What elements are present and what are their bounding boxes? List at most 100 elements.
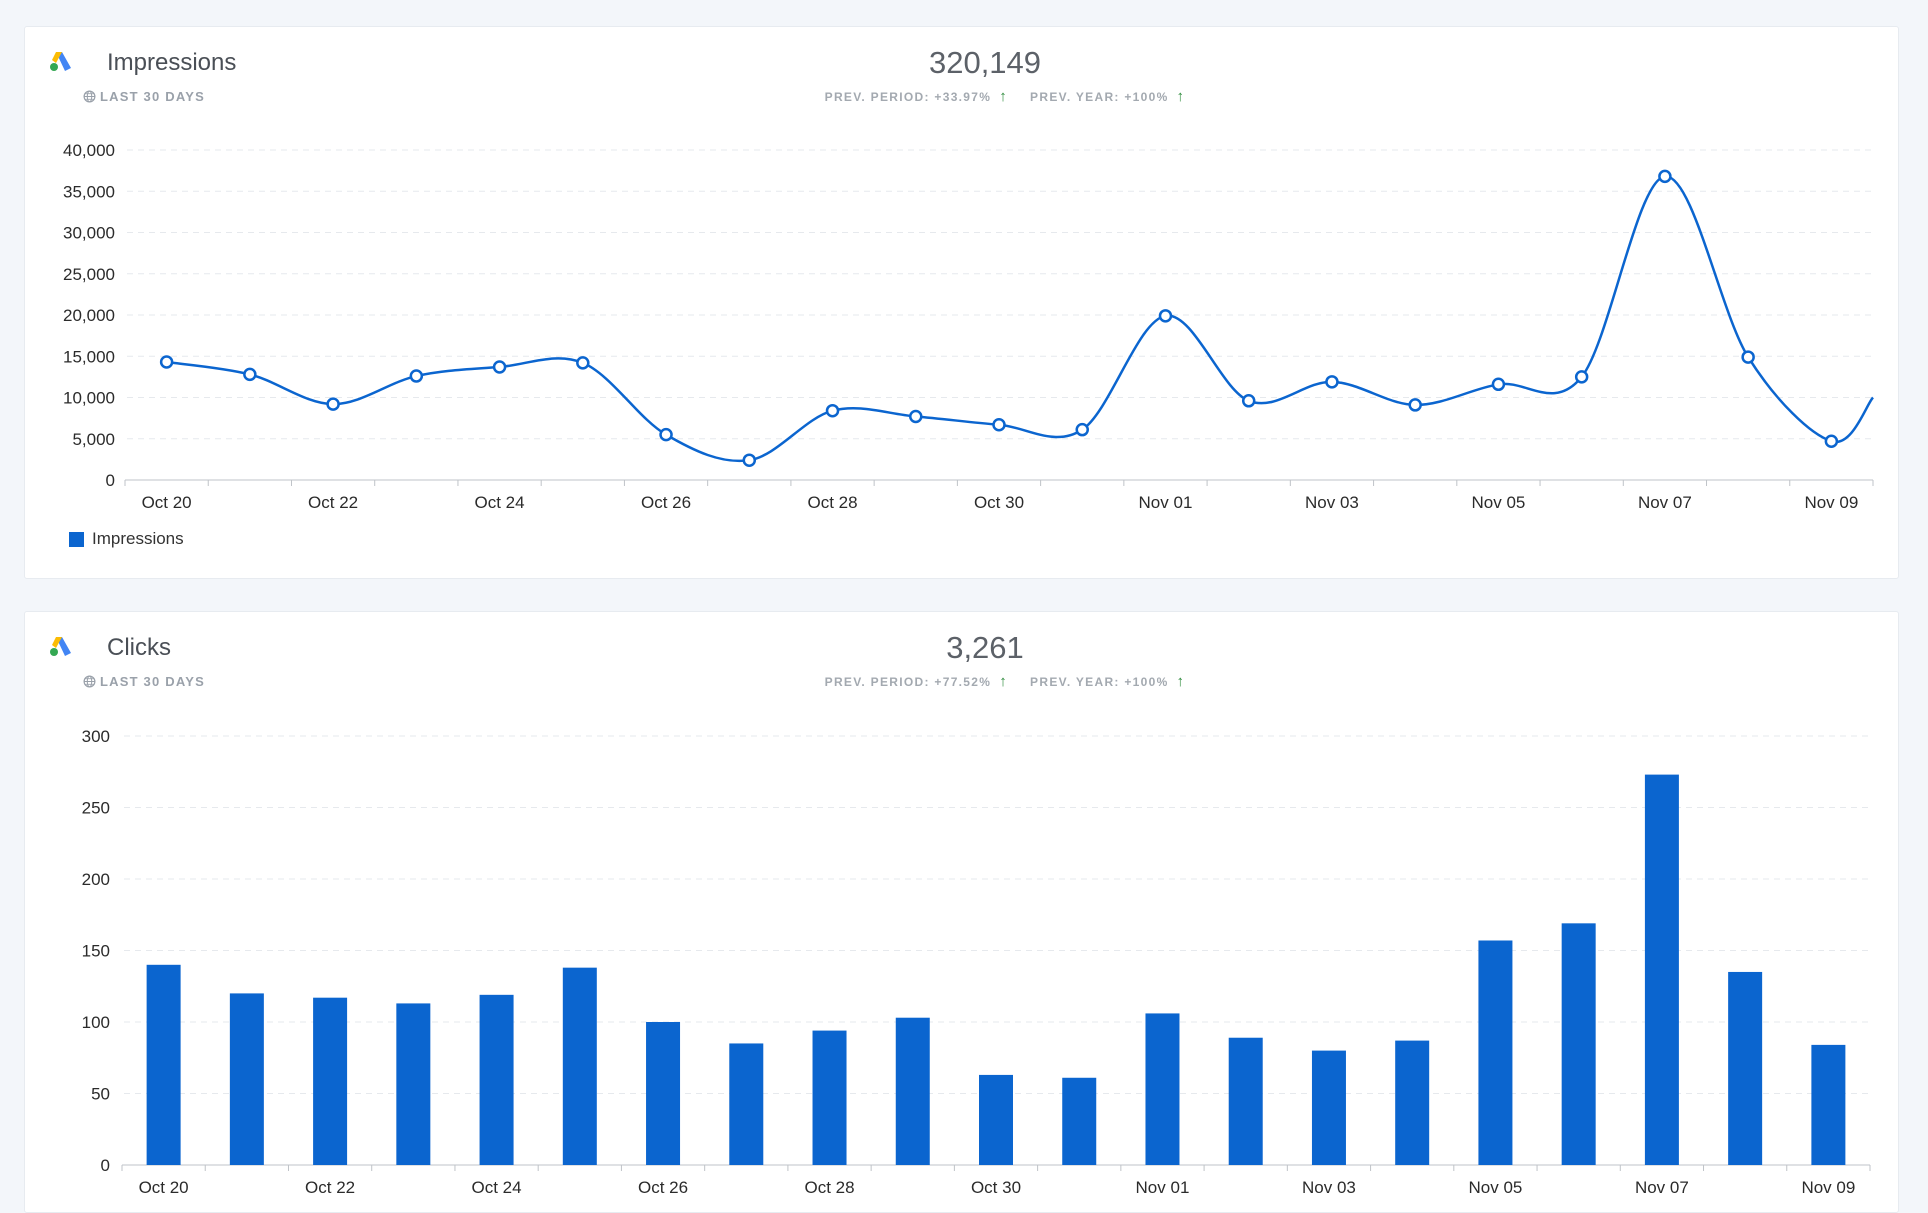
- bar: [1811, 1044, 1846, 1165]
- x-tick-label: Oct 26: [638, 1178, 688, 1197]
- bar: [146, 964, 181, 1165]
- prev-period-change: PREV. PERIOD: +77.52%: [824, 675, 992, 689]
- x-tick-label: Oct 20: [139, 1178, 189, 1197]
- data-point: [825, 403, 840, 418]
- arrow-up-icon: ↑: [1176, 673, 1186, 690]
- bar: [562, 967, 597, 1165]
- arrow-up-icon: ↑: [999, 673, 1009, 690]
- bar: [812, 1030, 847, 1165]
- x-tick-label: Oct 28: [807, 493, 857, 512]
- data-point: [659, 427, 673, 442]
- data-point: [1158, 309, 1173, 323]
- data-point: [1408, 398, 1422, 412]
- x-tick-label: Oct 30: [971, 1178, 1021, 1197]
- legend-label: Impressions: [92, 529, 184, 548]
- x-tick-label: Nov 05: [1468, 1178, 1522, 1197]
- bar: [729, 1043, 764, 1165]
- data-point: [1325, 375, 1339, 389]
- y-tick-label: 20,000: [63, 306, 115, 325]
- card-title: Impressions: [107, 49, 237, 76]
- y-tick-label: 150: [82, 942, 110, 961]
- data-point: [1241, 394, 1256, 408]
- globe-icon: [83, 675, 96, 688]
- legend-swatch: [69, 531, 84, 547]
- y-tick-label: 5,000: [72, 430, 115, 449]
- bar: [1311, 1050, 1346, 1165]
- bar: [396, 1003, 431, 1165]
- data-point: [1741, 350, 1755, 364]
- x-tick-label: Nov 03: [1302, 1178, 1356, 1197]
- x-tick-label: Oct 22: [308, 493, 358, 512]
- x-tick-label: Oct 20: [142, 493, 192, 512]
- comparison-stats: PREV. PERIOD: +77.52% ↑ PREV. YEAR: +100% ↑: [725, 673, 1285, 690]
- date-range-label: LAST 30 DAYS: [83, 89, 205, 104]
- y-tick-label: 40,000: [63, 141, 115, 160]
- bar: [646, 1022, 681, 1165]
- impressions-line-chart: 0 5,000 10,000 15,000 20,000 25,000 30,000 35,0…: [63, 141, 1875, 512]
- period-text: LAST 30 DAYS: [100, 674, 205, 689]
- y-tick-label: 300: [82, 727, 110, 746]
- data-point: [243, 367, 257, 382]
- arrow-up-icon: ↑: [999, 88, 1009, 105]
- prev-year-change: PREV. YEAR: +100%: [1030, 675, 1169, 689]
- x-tick-label: Nov 01: [1136, 1178, 1190, 1197]
- y-tick-label: 30,000: [63, 224, 115, 243]
- bar: [979, 1074, 1013, 1165]
- globe-icon: [83, 90, 96, 103]
- bar: [1478, 940, 1513, 1165]
- y-tick-label: 25,000: [63, 265, 115, 284]
- impressions-series-line: [166, 175, 1875, 463]
- google-ads-icon: [50, 637, 71, 656]
- comparison-stats: PREV. PERIOD: +33.97% ↑ PREV. YEAR: +100% ↑: [725, 88, 1285, 105]
- x-tick-label: Oct 24: [472, 1178, 522, 1197]
- arrow-up-icon: ↑: [1176, 88, 1186, 105]
- data-point: [1491, 377, 1506, 392]
- x-tick-label: Oct 28: [804, 1178, 854, 1197]
- clicks-card: Clicks LAST 30 DAYS 3,261 PREV. PERIOD: …: [24, 611, 1899, 1213]
- y-tick-label: 0: [106, 471, 115, 490]
- x-tick-label: Oct 26: [641, 493, 691, 512]
- bar: [1395, 1040, 1430, 1165]
- y-tick-label: 35,000: [63, 182, 115, 201]
- y-tick-label: 100: [82, 1013, 110, 1032]
- legend-item-impressions[interactable]: Impressions: [69, 529, 184, 549]
- x-tick-label: Nov 03: [1305, 493, 1359, 512]
- bar: [229, 993, 264, 1165]
- bar: [1561, 923, 1596, 1165]
- data-point: [909, 409, 923, 424]
- y-tick-label: 10,000: [63, 389, 115, 408]
- bar: [895, 1017, 930, 1165]
- bar: [1228, 1037, 1263, 1165]
- data-point: [992, 417, 1006, 432]
- y-tick-label: 200: [82, 870, 110, 889]
- bar: [1145, 1013, 1180, 1165]
- period-text: LAST 30 DAYS: [100, 89, 205, 104]
- bar: [313, 997, 348, 1165]
- x-tick-label: Nov 07: [1635, 1178, 1689, 1197]
- y-tick-label: 15,000: [63, 347, 115, 366]
- date-range-label: LAST 30 DAYS: [83, 674, 205, 689]
- bar: [1062, 1077, 1097, 1165]
- data-point: [576, 356, 590, 370]
- x-tick-label: Oct 22: [305, 1178, 355, 1197]
- x-tick-label: Nov 05: [1471, 493, 1525, 512]
- y-tick-label: 50: [91, 1085, 110, 1104]
- prev-year-change: PREV. YEAR: +100%: [1030, 90, 1169, 104]
- bar: [1644, 774, 1679, 1165]
- data-point: [326, 397, 340, 411]
- google-ads-icon: [50, 52, 71, 71]
- data-point: [492, 360, 507, 374]
- data-point: [1824, 434, 1839, 448]
- clicks-bar-chart: 0 50 100 150 200 250 300 Oct 20 Oct 22 Oct 24 Oct …: [82, 727, 1871, 1197]
- total-value: 3,261: [946, 630, 1024, 665]
- x-tick-label: Oct 24: [475, 493, 525, 512]
- x-tick-label: Nov 01: [1139, 493, 1193, 512]
- total-value: 320,149: [928, 45, 1042, 80]
- bar: [1728, 971, 1763, 1165]
- data-point: [409, 369, 424, 383]
- impressions-card: Impressions LAST 30 DAYS 320,149 PREV. P…: [24, 26, 1899, 579]
- data-point: [1658, 169, 1672, 184]
- card-title: Clicks: [107, 634, 171, 661]
- x-tick-label: Oct 30: [974, 493, 1024, 512]
- x-tick-label: Nov 07: [1638, 493, 1692, 512]
